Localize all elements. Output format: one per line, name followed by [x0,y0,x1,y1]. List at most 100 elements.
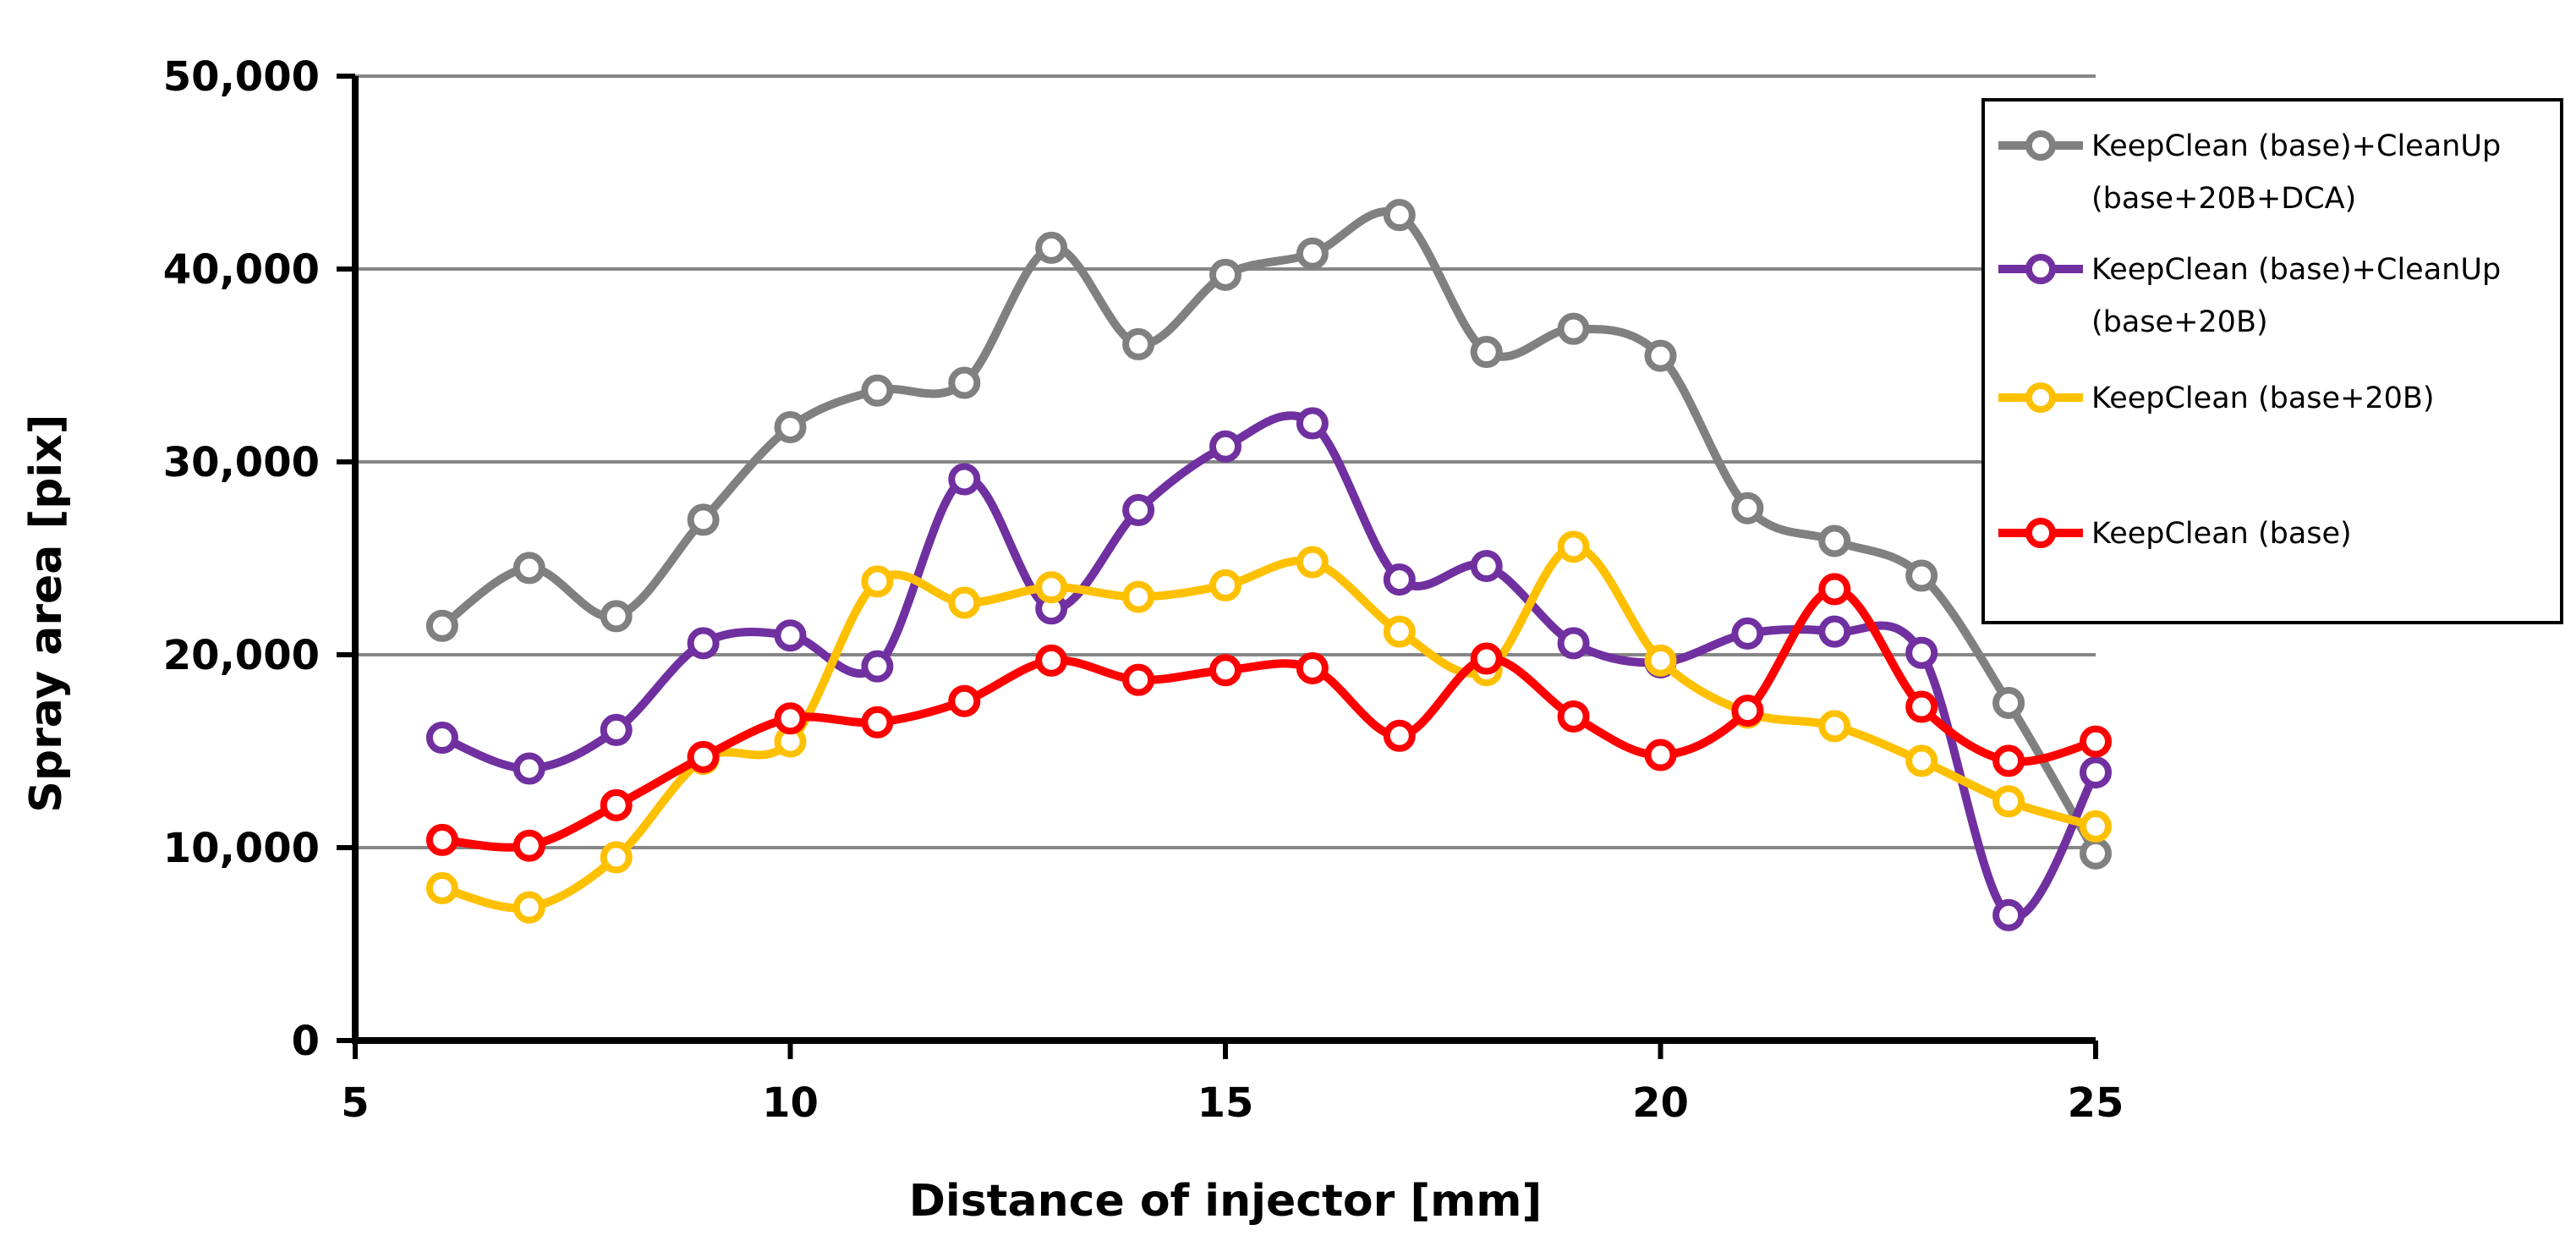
x-tick-label: 20 [1632,1079,1689,1127]
data-point [2080,756,2112,789]
data-point [948,586,981,619]
data-point [2080,837,2112,870]
data-point [861,706,894,739]
data-point [425,722,458,755]
data-point [425,609,458,642]
y-tick-label: 50,000 [163,53,320,101]
data-point [1035,231,1068,264]
legend-item-1: KeepClean (base)+CleanUp (base+20B+DCA) [1998,129,2501,216]
y-tick-label: 0 [292,1018,320,1065]
x-tick-label: 5 [341,1079,369,1127]
data-point [948,684,981,717]
data-point [425,871,458,904]
data-point [1557,627,1590,660]
data-point [1731,491,1764,524]
y-tick-label: 10,000 [163,825,320,872]
data-point [1905,636,1938,669]
data-point [1470,336,1503,369]
data-point [2080,810,2112,843]
legend-label: (base+20B) [2091,305,2268,339]
data-point [1383,719,1416,752]
data-point [1557,700,1590,733]
data-point [1209,430,1241,463]
x-tick-label: 25 [2068,1079,2124,1127]
y-axis-title: Spray area [pix] [21,414,72,812]
legend-label: KeepClean (base)+CleanUp [2091,253,2501,287]
data-point [1644,644,1677,677]
data-point [1296,546,1329,579]
axes [337,74,2098,1059]
data-point [1383,199,1416,232]
data-point [948,366,981,399]
data-point [1296,237,1329,270]
series-line [437,411,2100,921]
data-point [2080,725,2112,758]
data-point [861,374,894,407]
data-point [687,740,720,773]
data-point [600,713,633,746]
data-point [687,627,720,660]
data-point [1818,524,1851,557]
legend-label: (base+20B+DCA) [2091,182,2356,216]
data-point [774,410,807,443]
legend-label: KeepClean (base) [2091,517,2352,551]
tick-labels: 0 10,000 20,000 30,000 40,000 50,000 5 10 15 20 25 [163,53,2124,1127]
data-point [1122,494,1155,526]
data-point [1122,663,1155,696]
data-point [600,600,633,633]
data-point [1905,744,1938,777]
data-point [512,891,545,924]
data-point [1470,642,1503,675]
data-point [687,503,720,536]
series-1 [425,199,2112,870]
data-point [1644,739,1677,772]
data-point [948,463,981,496]
x-axis-title: Distance of injector [mm] [909,1176,1543,1227]
data-point [600,841,633,874]
data-point [1296,651,1329,684]
data-point [1731,617,1764,650]
data-point [1122,327,1155,360]
data-point [1557,530,1590,563]
data-point [512,829,545,862]
data-point [1992,898,2025,931]
legend-label: KeepClean (base)+CleanUp [2091,129,2501,163]
data-point [1992,744,2025,777]
series-2 [425,407,2112,931]
data-point [1905,690,1938,723]
data-point [1209,258,1241,291]
legend-item-4: KeepClean (base) [1998,517,2352,551]
data-point [1644,339,1677,372]
data-point [774,619,807,652]
series-group [425,199,2112,931]
data-point [1818,615,1851,648]
legend-label: KeepClean (base+20B) [2091,382,2435,415]
data-point [1296,407,1329,440]
data-point [1905,559,1938,592]
data-point [1383,615,1416,648]
data-point [1122,580,1155,613]
legend-item-3: KeepClean (base+20B) [1998,382,2435,415]
data-point [1470,550,1503,583]
data-point [512,752,545,785]
data-point [1209,654,1241,687]
legend-swatch-marker [2025,382,2056,413]
legend-item-2: KeepClean (base)+CleanUp (base+20B) [1998,253,2501,339]
x-tick-label: 15 [1198,1079,1254,1127]
data-point [600,788,633,821]
data-point [861,565,894,598]
data-point [512,552,545,585]
data-point [1383,563,1416,596]
data-point [1992,785,2025,818]
data-point [774,702,807,735]
legend: KeepClean (base)+CleanUp(base+20B+DCA)Ke… [1981,98,2563,624]
series-3 [425,530,2112,924]
data-point [1209,568,1241,601]
data-point [425,823,458,856]
y-tick-label: 40,000 [163,246,320,294]
series-4 [425,573,2112,862]
data-point [1557,312,1590,345]
data-point [1035,571,1068,604]
